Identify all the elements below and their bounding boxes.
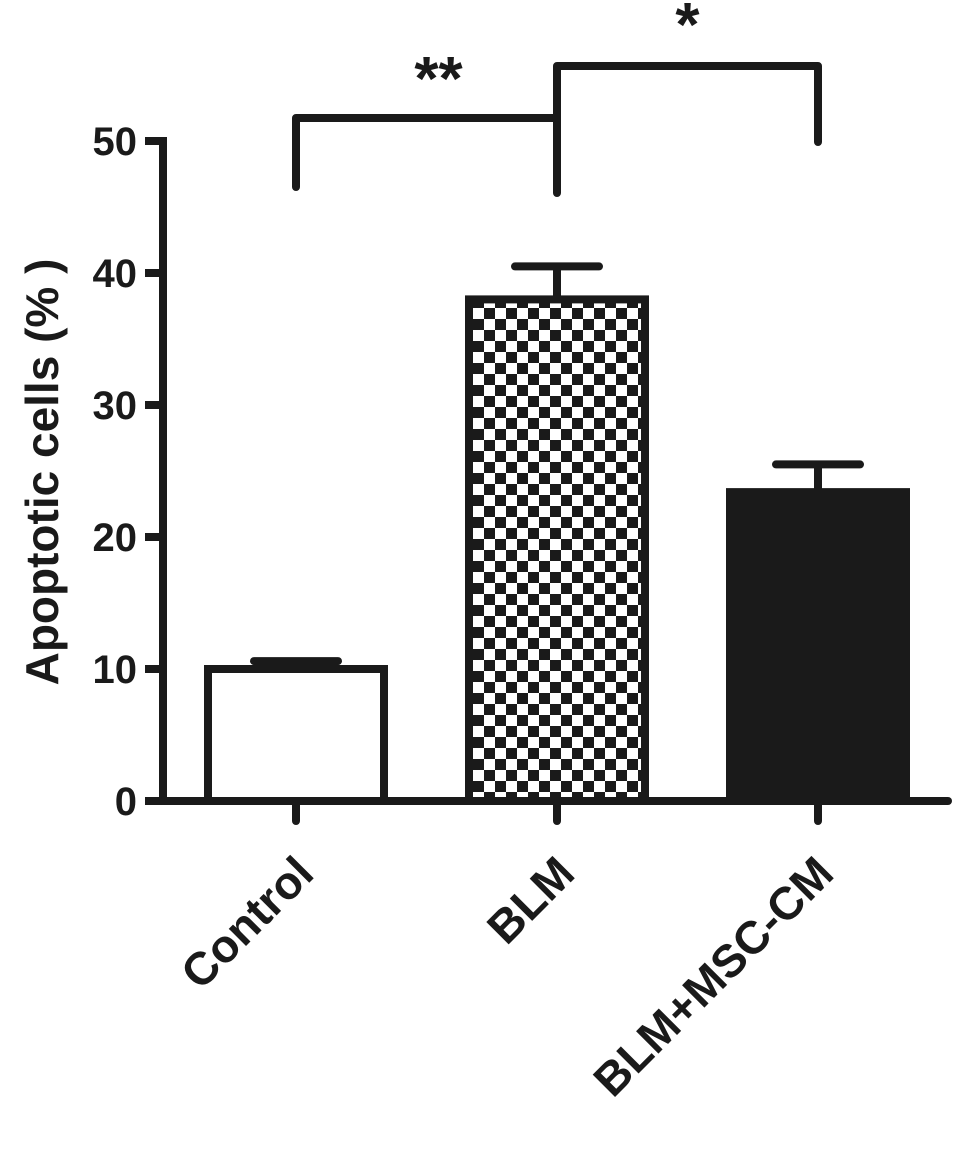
bar-blm [465, 295, 649, 805]
bar-blm-msc-cm [726, 488, 910, 805]
significance-brackets: *** [292, 0, 822, 197]
y-axis-title: Apoptotic cells (% ) [16, 259, 68, 686]
y-tick-label: 0 [115, 780, 137, 824]
significance-bracket [292, 114, 561, 197]
significance-label: * [675, 0, 700, 60]
y-tick-label: 40 [93, 252, 138, 296]
bars [204, 295, 910, 805]
category-label: BLM [477, 846, 584, 953]
category-labels: Control BLM BLM+MSC-CM [171, 846, 843, 1106]
bar-control [204, 665, 388, 805]
significance-label: ** [414, 45, 463, 114]
category-label: Control [171, 846, 323, 998]
y-tick-label: 50 [93, 120, 138, 164]
category-label: BLM+MSC-CM [583, 846, 843, 1106]
y-tick-label: 10 [93, 648, 138, 692]
error-bars [250, 262, 864, 669]
y-tick-label: 30 [93, 384, 138, 428]
y-tick-label: 20 [93, 516, 138, 560]
significance-bracket [553, 62, 822, 146]
y-axis: 0 10 20 30 40 50 [93, 120, 167, 824]
